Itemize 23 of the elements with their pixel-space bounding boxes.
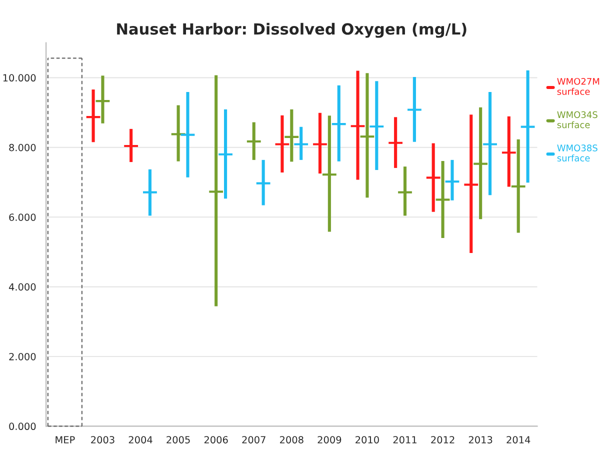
x-tick-label: 2012 bbox=[431, 436, 454, 444]
y-tick-label: 4.000 bbox=[8, 283, 36, 291]
x-tick-label: MEP bbox=[56, 436, 75, 444]
x-tick-label: 2014 bbox=[506, 436, 530, 444]
y-tick-label: 2.000 bbox=[9, 352, 36, 360]
x-tick-label: 2013 bbox=[468, 436, 492, 444]
x-tick-label: 2003 bbox=[91, 436, 114, 444]
y-tick-label: 6.000 bbox=[9, 214, 36, 221]
x-tick-label: 2009 bbox=[318, 436, 342, 444]
legend-label: WMO34S surface bbox=[557, 111, 598, 128]
legend-label: WMO27M surface bbox=[557, 78, 600, 95]
legend-label: WMO38S surface bbox=[557, 144, 598, 162]
x-tick-label: 2011 bbox=[393, 436, 416, 444]
x-tick-label: 2004 bbox=[128, 436, 152, 444]
chart-title: Nauset Harbor: Dissolved Oxygen (mg/L) bbox=[117, 22, 466, 38]
x-tick-label: 2005 bbox=[166, 436, 190, 444]
y-tick-label: 0.000 bbox=[9, 422, 36, 430]
x-tick-label: 2007 bbox=[242, 436, 266, 444]
x-tick-label: 2008 bbox=[280, 436, 304, 444]
y-tick-label: 10.000 bbox=[3, 74, 36, 82]
x-tick-label: 2006 bbox=[204, 436, 228, 444]
x-tick-label: 2010 bbox=[356, 436, 379, 444]
y-tick-label: 8.000 bbox=[9, 144, 36, 152]
